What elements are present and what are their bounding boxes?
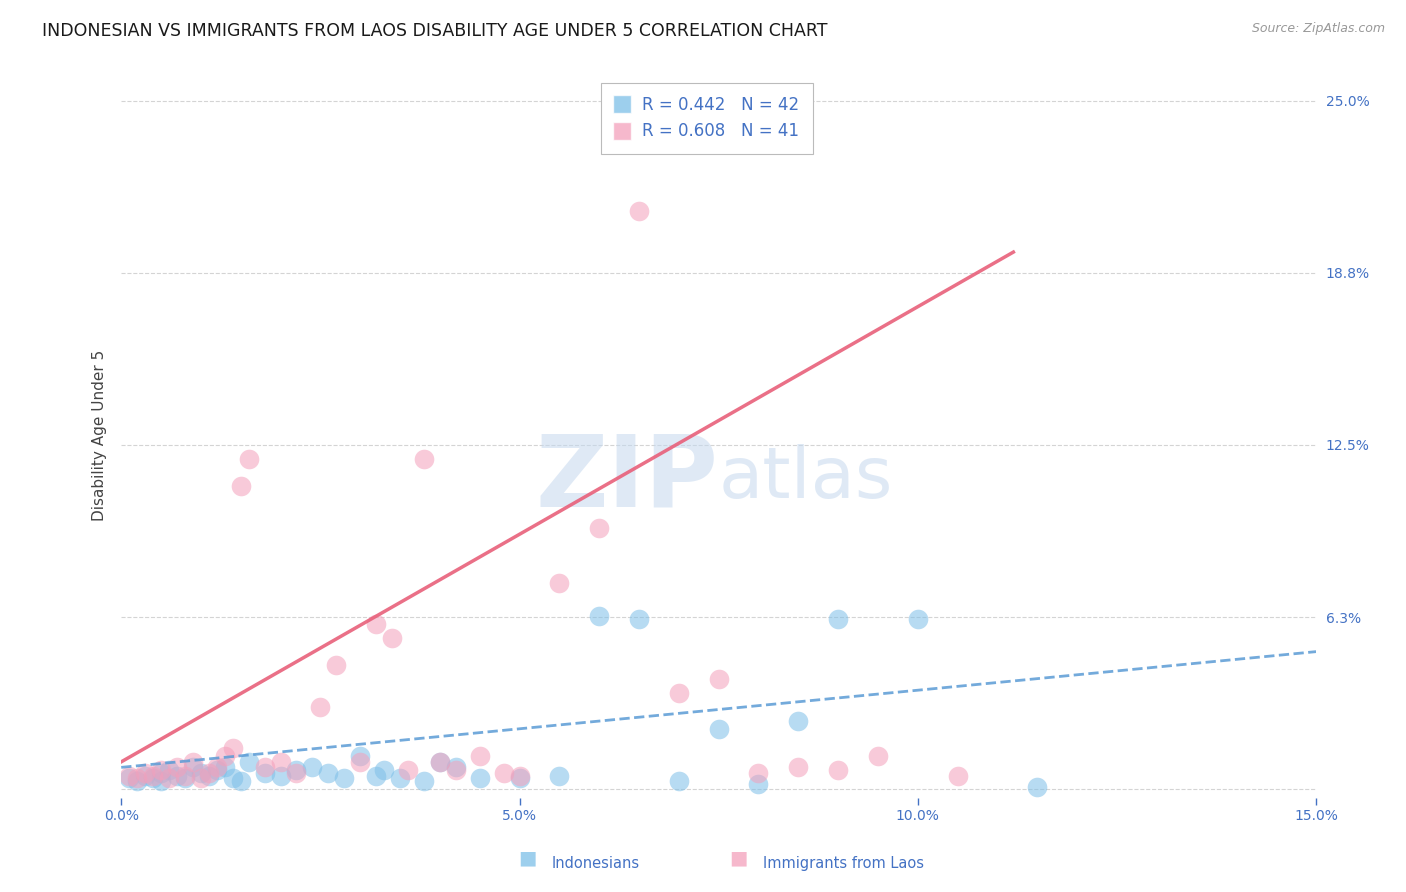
Point bbox=[548, 575, 571, 590]
Point bbox=[118, 769, 141, 783]
Point bbox=[127, 774, 149, 789]
Point bbox=[907, 611, 929, 625]
Point bbox=[190, 772, 212, 786]
Point bbox=[866, 749, 889, 764]
Point bbox=[668, 774, 690, 789]
Point bbox=[747, 765, 769, 780]
Point bbox=[747, 777, 769, 791]
Point bbox=[508, 769, 530, 783]
Point bbox=[366, 617, 388, 632]
Point bbox=[301, 760, 323, 774]
Point bbox=[174, 772, 197, 786]
Point bbox=[492, 765, 515, 780]
Point bbox=[349, 755, 371, 769]
Point bbox=[253, 760, 276, 774]
Point bbox=[349, 749, 371, 764]
Point bbox=[333, 772, 356, 786]
Point bbox=[150, 765, 173, 780]
Point bbox=[134, 769, 156, 783]
Point bbox=[134, 765, 156, 780]
Point bbox=[468, 772, 491, 786]
Point bbox=[142, 769, 165, 783]
Text: Indonesians: Indonesians bbox=[551, 855, 640, 871]
Point bbox=[318, 765, 340, 780]
Point bbox=[381, 631, 404, 645]
Point bbox=[413, 451, 436, 466]
Point bbox=[444, 763, 467, 777]
Text: Immigrants from Laos: Immigrants from Laos bbox=[763, 855, 925, 871]
Point bbox=[787, 714, 810, 728]
Text: INDONESIAN VS IMMIGRANTS FROM LAOS DISABILITY AGE UNDER 5 CORRELATION CHART: INDONESIAN VS IMMIGRANTS FROM LAOS DISAB… bbox=[42, 22, 828, 40]
Text: Source: ZipAtlas.com: Source: ZipAtlas.com bbox=[1251, 22, 1385, 36]
Point bbox=[238, 451, 260, 466]
Point bbox=[253, 765, 276, 780]
Point bbox=[174, 769, 197, 783]
Point bbox=[707, 722, 730, 736]
Point bbox=[150, 774, 173, 789]
Point bbox=[157, 772, 180, 786]
Point bbox=[366, 769, 388, 783]
Point bbox=[668, 686, 690, 700]
Point bbox=[205, 760, 228, 774]
Point bbox=[444, 760, 467, 774]
Point bbox=[166, 760, 188, 774]
Point bbox=[285, 763, 308, 777]
Text: ■: ■ bbox=[517, 848, 537, 867]
Point bbox=[222, 772, 245, 786]
Point bbox=[588, 521, 610, 535]
Point bbox=[190, 765, 212, 780]
Point bbox=[429, 755, 451, 769]
Point bbox=[548, 769, 571, 783]
Point bbox=[429, 755, 451, 769]
Legend: R = 0.442   N = 42, R = 0.608   N = 41: R = 0.442 N = 42, R = 0.608 N = 41 bbox=[600, 83, 813, 153]
Y-axis label: Disability Age Under 5: Disability Age Under 5 bbox=[93, 350, 107, 521]
Point bbox=[270, 755, 292, 769]
Point bbox=[229, 479, 252, 493]
Point bbox=[1026, 780, 1049, 794]
Point bbox=[181, 760, 204, 774]
Point bbox=[373, 763, 395, 777]
Point bbox=[205, 763, 228, 777]
Point bbox=[787, 760, 810, 774]
Point bbox=[198, 765, 221, 780]
Point bbox=[214, 760, 236, 774]
Point bbox=[118, 772, 141, 786]
Point bbox=[707, 672, 730, 686]
Point bbox=[946, 769, 969, 783]
Point bbox=[827, 611, 849, 625]
Point bbox=[238, 755, 260, 769]
Point bbox=[309, 699, 332, 714]
Point bbox=[229, 774, 252, 789]
Point bbox=[627, 611, 650, 625]
Point bbox=[181, 755, 204, 769]
Point bbox=[627, 203, 650, 218]
Point bbox=[468, 749, 491, 764]
Point bbox=[325, 658, 347, 673]
Text: atlas: atlas bbox=[718, 444, 893, 513]
Point bbox=[214, 749, 236, 764]
Point bbox=[389, 772, 412, 786]
Point bbox=[198, 769, 221, 783]
Text: ■: ■ bbox=[728, 848, 748, 867]
Text: ZIP: ZIP bbox=[536, 430, 718, 527]
Point bbox=[150, 763, 173, 777]
Point bbox=[222, 741, 245, 756]
Point bbox=[413, 774, 436, 789]
Point bbox=[127, 772, 149, 786]
Point bbox=[142, 772, 165, 786]
Point bbox=[157, 763, 180, 777]
Point bbox=[396, 763, 419, 777]
Point bbox=[166, 769, 188, 783]
Point bbox=[508, 772, 530, 786]
Point bbox=[827, 763, 849, 777]
Point bbox=[285, 765, 308, 780]
Point bbox=[270, 769, 292, 783]
Point bbox=[588, 608, 610, 623]
